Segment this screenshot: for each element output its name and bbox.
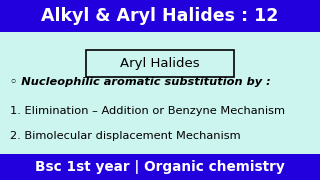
Text: Aryl Halides: Aryl Halides bbox=[120, 57, 200, 70]
Bar bbox=[0, 154, 320, 180]
Text: 1. Elimination – Addition or Benzyne Mechanism: 1. Elimination – Addition or Benzyne Mec… bbox=[10, 106, 284, 116]
Text: ◦ Nucleophilic aromatic substitution by :: ◦ Nucleophilic aromatic substitution by … bbox=[10, 77, 270, 87]
Bar bbox=[0, 0, 320, 32]
Text: 2. Bimolecular displacement Mechanism: 2. Bimolecular displacement Mechanism bbox=[10, 131, 240, 141]
Text: Alkyl & Aryl Halides : 12: Alkyl & Aryl Halides : 12 bbox=[41, 7, 279, 25]
FancyBboxPatch shape bbox=[86, 50, 234, 77]
Text: Bsc 1st year | Organic chemistry: Bsc 1st year | Organic chemistry bbox=[35, 160, 285, 174]
